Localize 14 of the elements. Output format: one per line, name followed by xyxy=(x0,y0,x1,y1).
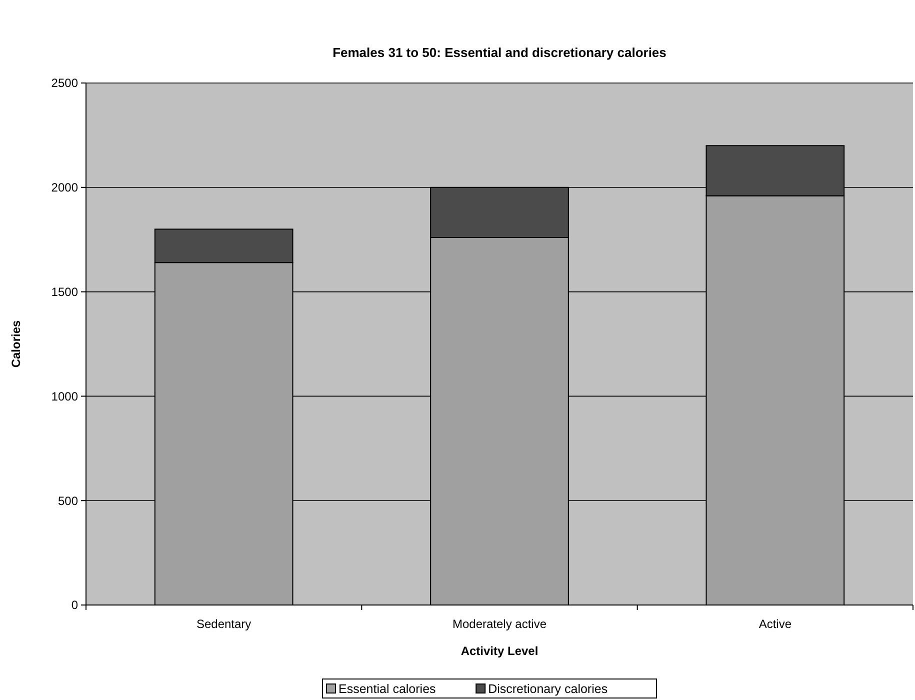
x-tick-label: Moderately active xyxy=(452,617,547,631)
y-tick-label: 0 xyxy=(71,598,78,612)
legend-label: Essential calories xyxy=(338,682,436,696)
chart-title: Females 31 to 50: Essential and discretionary calories xyxy=(332,45,666,60)
x-tick-label: Active xyxy=(758,617,792,631)
y-axis-title: Calories xyxy=(9,320,23,368)
y-tick-label: 1000 xyxy=(51,389,78,404)
y-tick-label: 2000 xyxy=(51,180,78,195)
y-tick-label: 500 xyxy=(58,494,78,508)
y-tick-label: 2500 xyxy=(51,76,78,90)
y-tick-label: 1500 xyxy=(51,285,78,299)
x-tick-label: Sedentary xyxy=(196,617,252,631)
x-axis-title: Activity Level xyxy=(460,644,538,658)
legend-label: Discretionary calories xyxy=(488,682,608,696)
